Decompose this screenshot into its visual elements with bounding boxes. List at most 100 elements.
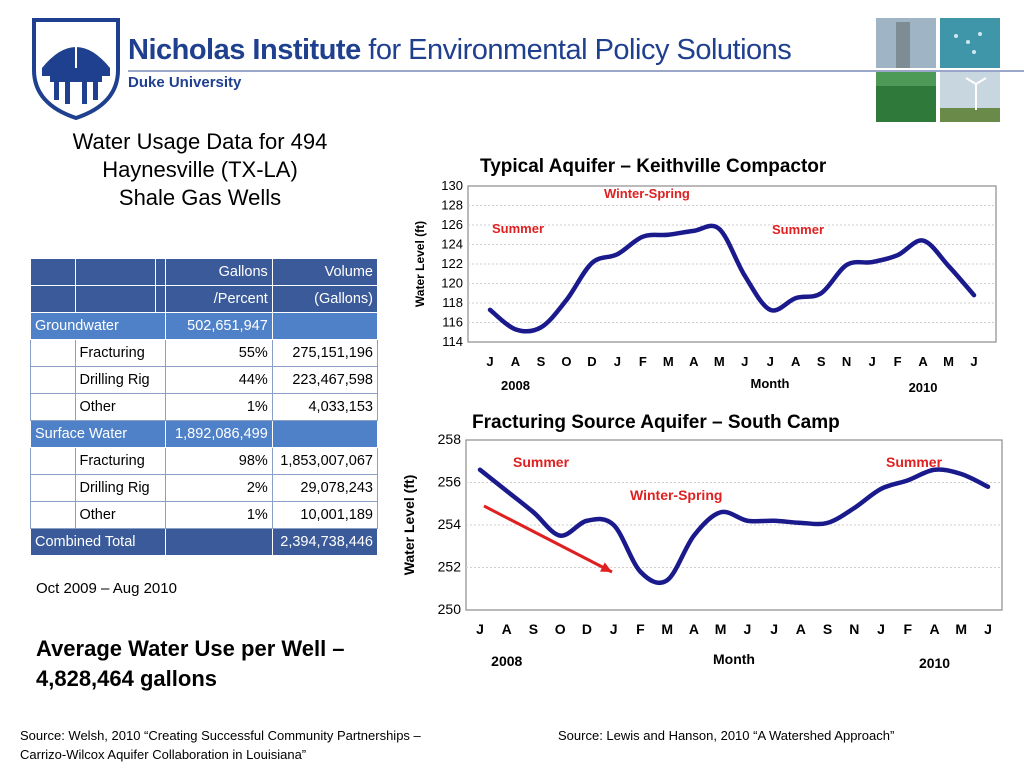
x-tick-label: M <box>715 621 727 637</box>
data-point <box>585 519 589 523</box>
data-point <box>539 325 543 329</box>
x-tick-label: J <box>970 354 977 369</box>
university-name: Duke University <box>128 74 242 91</box>
row-volume: 223,467,598 <box>271 366 379 394</box>
x-tick-label: M <box>663 354 674 369</box>
y-tick-label: 126 <box>441 217 463 232</box>
x-tick-label: D <box>587 354 596 369</box>
data-point <box>947 264 951 268</box>
x-tick-label: D <box>582 621 592 637</box>
row-value: 44% <box>164 366 273 394</box>
row-value <box>164 528 273 556</box>
x-tick-label: A <box>791 354 801 369</box>
data-point <box>666 233 670 237</box>
data-point <box>615 252 619 256</box>
row-volume: 29,078,243 <box>271 474 379 502</box>
year-label: 2010 <box>919 655 950 671</box>
data-point <box>558 534 562 538</box>
year-label: 2008 <box>501 378 530 393</box>
date-range: Oct 2009 – Aug 2010 <box>36 580 177 597</box>
row-volume: 10,001,189 <box>271 501 379 529</box>
x-tick-label: M <box>714 354 725 369</box>
y-tick-label: 114 <box>442 334 463 349</box>
data-point <box>879 487 883 491</box>
x-axis-label: Month <box>751 376 790 391</box>
row-volume: 4,033,153 <box>271 393 379 421</box>
header-gallons: Gallons <box>164 258 273 286</box>
x-tick-label: A <box>929 621 939 637</box>
x-tick-label: J <box>741 354 748 369</box>
source-left: Source: Welsh, 2010 “Creating Successful… <box>20 726 421 764</box>
x-tick-label: J <box>770 621 778 637</box>
row-volume <box>271 420 379 448</box>
data-point <box>478 468 482 472</box>
x-tick-label: A <box>511 354 521 369</box>
x-tick-label: J <box>743 621 751 637</box>
y-tick-label: 122 <box>441 256 463 271</box>
data-point <box>972 293 976 297</box>
row-label: Fracturing <box>74 447 166 475</box>
org-name-rest: for Environmental Policy Solutions <box>360 34 792 66</box>
x-tick-label: A <box>689 354 699 369</box>
data-point <box>590 261 594 265</box>
data-point <box>692 229 696 233</box>
y-tick-label: 118 <box>442 295 463 310</box>
header-volume: Volume <box>271 258 379 286</box>
y-tick-label: 254 <box>438 516 462 532</box>
table-row: Drilling Rig 2% 29,078,243 <box>30 474 379 502</box>
data-point <box>772 519 776 523</box>
data-point <box>845 263 849 267</box>
y-tick-label: 124 <box>441 237 463 252</box>
year-label: 2010 <box>909 380 938 395</box>
data-point <box>870 260 874 264</box>
x-tick-label: A <box>796 621 806 637</box>
data-point <box>745 519 749 523</box>
x-tick-label: A <box>502 621 512 637</box>
row-volume: 1,853,007,067 <box>271 447 379 475</box>
trend-arrow-head <box>600 562 612 572</box>
source-left-line: Carrizo-Wilcox Aquifer Collaboration in … <box>20 747 307 762</box>
row-value: 98% <box>164 447 273 475</box>
x-tick-label: M <box>955 621 967 637</box>
series-line-water-level <box>487 223 977 334</box>
row-volume: 275,151,196 <box>271 339 379 367</box>
source-left-line: Source: Welsh, 2010 “Creating Successful… <box>20 728 421 743</box>
data-point <box>896 253 900 257</box>
x-tick-label: F <box>636 621 645 637</box>
x-tick-label: O <box>561 354 571 369</box>
chart-1-title: Typical Aquifer – Keithville Compactor <box>480 156 827 177</box>
row-value: 1% <box>164 393 273 421</box>
series-line-water-level <box>477 467 991 586</box>
x-tick-label: A <box>689 621 699 637</box>
x-tick-label: F <box>904 621 913 637</box>
data-point <box>564 298 568 302</box>
year-label: 2008 <box>491 653 522 669</box>
x-tick-label: A <box>918 354 928 369</box>
usage-title: Water Usage Data for 494 Haynesville (TX… <box>20 128 380 212</box>
header-divider <box>128 70 1024 72</box>
row-label: Fracturing <box>74 339 166 367</box>
row-label: Groundwater <box>30 312 166 340</box>
row-label: Drilling Rig <box>74 474 166 502</box>
data-point <box>933 468 937 472</box>
x-axis-label: Month <box>713 651 755 667</box>
y-tick-label: 252 <box>438 559 462 575</box>
row-value: 1% <box>164 501 273 529</box>
x-tick-label: M <box>661 621 673 637</box>
x-tick-label: S <box>537 354 546 369</box>
source-right: Source: Lewis and Hanson, 2010 “A Waters… <box>558 728 895 743</box>
data-point <box>505 489 509 493</box>
x-tick-label: F <box>639 354 647 369</box>
y-axis-label: Water Level (ft) <box>401 475 417 576</box>
header-percent: /Percent <box>164 285 273 313</box>
data-point <box>488 308 492 312</box>
data-point <box>531 510 535 514</box>
nature-photo-collage-icon <box>876 18 1000 122</box>
row-value: 1,892,086,499 <box>164 420 273 448</box>
y-tick-label: 120 <box>441 276 463 291</box>
table-row-total: Combined Total 2,394,738,446 <box>30 528 379 556</box>
usage-title-line: Haynesville (TX-LA) <box>102 157 298 182</box>
x-tick-label: J <box>476 621 484 637</box>
row-label: Other <box>74 501 166 529</box>
x-tick-label: F <box>894 354 902 369</box>
